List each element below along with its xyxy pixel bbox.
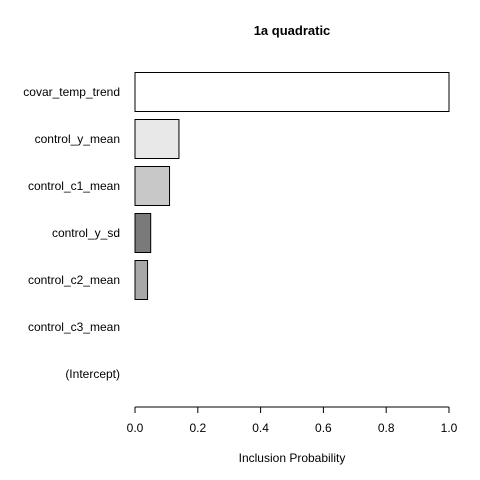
y-tick-label: covar_temp_trend — [23, 85, 120, 99]
bars-group — [134, 72, 450, 300]
y-tick-label: control_y_sd — [52, 226, 120, 240]
x-tick-label: 0.0 — [127, 421, 144, 435]
y-tick-label: control_c3_mean — [28, 320, 120, 334]
x-axis: 0.0 0.2 0.4 0.6 0.8 1.0 — [127, 406, 458, 435]
chart-title: 1a quadratic — [254, 23, 331, 38]
x-axis-label: Inclusion Probability — [239, 451, 346, 465]
y-tick-label: control_c1_mean — [28, 179, 120, 193]
bar-control-c2-mean — [134, 260, 149, 300]
x-tick-label: 1.0 — [441, 421, 458, 435]
bar-covar-temp-trend — [134, 72, 450, 112]
bar-control-c1-mean — [134, 166, 171, 206]
x-tick-label: 0.6 — [315, 421, 332, 435]
y-tick-label: (Intercept) — [65, 367, 120, 381]
y-tick-label: control_c2_mean — [28, 273, 120, 287]
x-tick-label: 0.8 — [378, 421, 395, 435]
x-tick-label: 0.2 — [189, 421, 206, 435]
bar-control-y-mean — [134, 119, 180, 159]
x-tick-label: 0.4 — [252, 421, 269, 435]
bar-control-y-sd — [134, 213, 152, 253]
y-tick-labels: covar_temp_trend control_y_mean control_c1… — [23, 85, 120, 381]
y-tick-label: control_y_mean — [35, 132, 120, 146]
